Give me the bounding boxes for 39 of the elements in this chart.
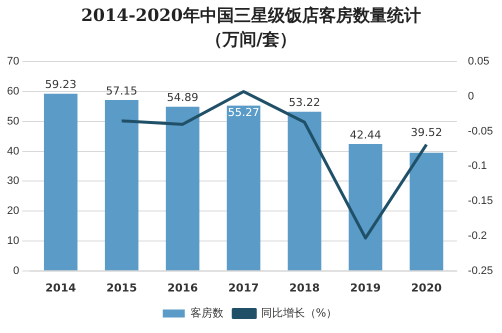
chart-title: 2014-2020年中国三星级饭店客房数量统计（万间/套） xyxy=(81,5,421,52)
y2-tick-label: -0.15 xyxy=(468,195,494,208)
bar xyxy=(288,112,322,270)
y2-tick-label: 0.05 xyxy=(468,56,490,68)
data-label: 59.23 xyxy=(44,78,76,92)
y2-tick-label: 0 xyxy=(468,90,474,102)
data-label: 53.22 xyxy=(288,96,320,110)
y-tick-label: 50 xyxy=(6,115,20,128)
bar xyxy=(44,94,78,270)
y-tick-label: 0 xyxy=(13,264,20,277)
y2-tick-label: -0.1 xyxy=(468,160,487,172)
y2-tick-label: -0.25 xyxy=(468,264,494,277)
y-tick-label: 20 xyxy=(6,205,20,218)
legend-label: 同比增长（%） xyxy=(260,306,338,320)
bar xyxy=(348,144,382,270)
y-tick-label: 70 xyxy=(6,56,20,68)
bar xyxy=(166,106,200,270)
data-label: 55.27 xyxy=(228,106,260,119)
y-tick-label: 60 xyxy=(6,86,20,98)
x-tick-label: 2014 xyxy=(45,281,76,294)
x-tick-label: 2017 xyxy=(228,281,259,294)
data-label: 39.52 xyxy=(410,126,442,139)
data-label: 54.89 xyxy=(166,91,198,104)
x-tick-label: 2016 xyxy=(167,281,198,294)
y-tick-label: 30 xyxy=(6,175,20,188)
y2-tick-label: -0.2 xyxy=(468,230,487,242)
x-tick-label: 2020 xyxy=(411,281,442,294)
y2-tick-label: -0.05 xyxy=(468,125,494,138)
x-tick-label: 2015 xyxy=(106,281,137,294)
y-tick-label: 10 xyxy=(6,234,20,247)
bar xyxy=(410,152,444,270)
x-tick-label: 2019 xyxy=(350,281,381,294)
bar xyxy=(226,106,260,270)
y-tick-label: 40 xyxy=(6,145,20,158)
data-label: 57.15 xyxy=(106,84,138,98)
bar xyxy=(104,100,138,270)
data-label: 42.44 xyxy=(350,128,382,142)
legend-label: 客房数 xyxy=(190,306,224,320)
x-tick-label: 2018 xyxy=(289,281,320,294)
